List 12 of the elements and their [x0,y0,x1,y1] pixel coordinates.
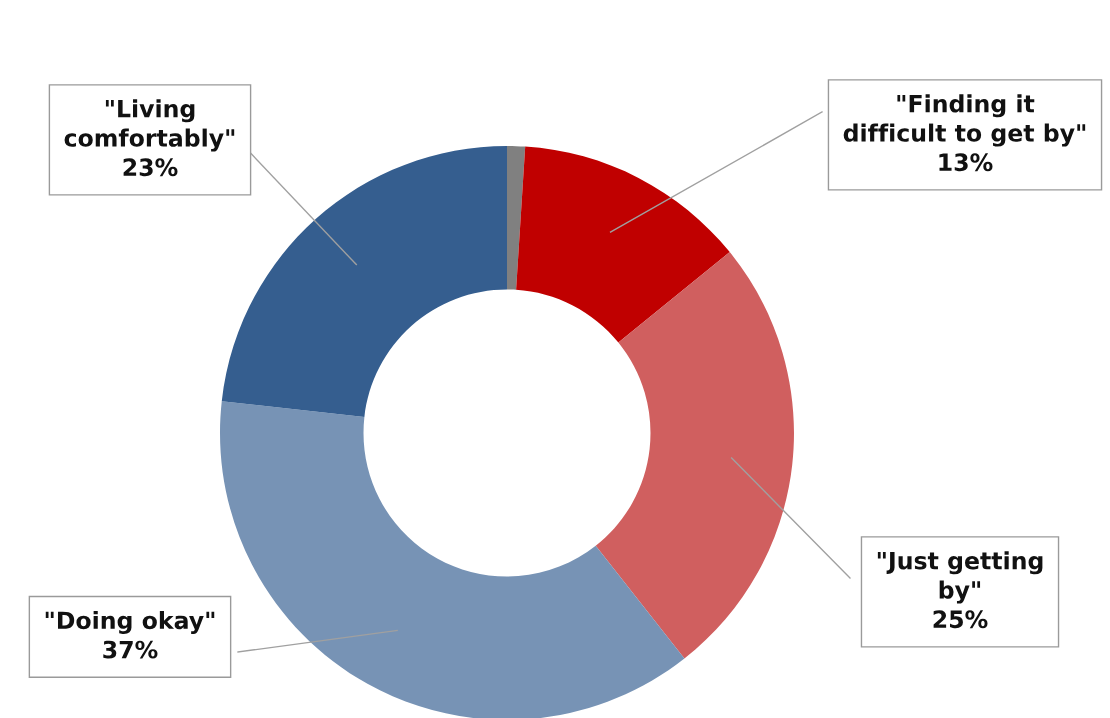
slice-label: "Doing okay" [45,610,215,634]
donut-slice [516,146,730,343]
donut-slice [220,401,685,718]
data-label: 25% [933,610,988,629]
data-label: 13% [939,153,993,172]
donut-slice [595,252,794,659]
slice-label: "Living comfortably" [64,99,235,152]
donut-slice [507,146,526,290]
slice-label: "Just getting by" [877,551,1043,604]
data-label: 37% [103,640,158,659]
data-label: 23% [123,158,178,177]
slice-label: "Finding it difficult to get by" [843,94,1086,147]
